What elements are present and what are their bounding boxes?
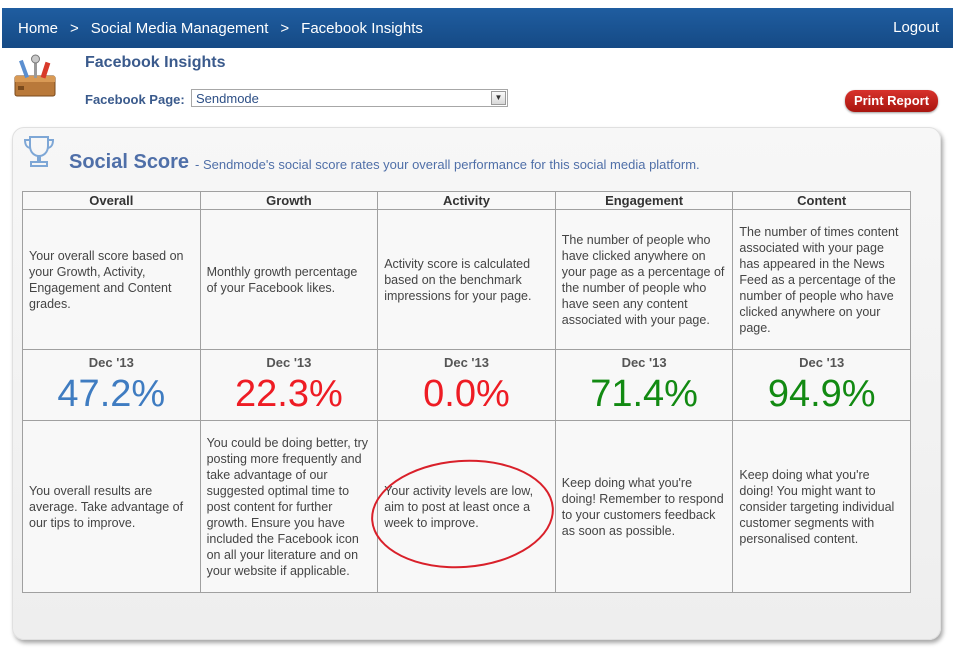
toolbox-icon <box>14 54 56 97</box>
description-activity: Activity score is calculated based on th… <box>377 209 556 350</box>
tip-growth: You could be doing better, try posting m… <box>199 420 379 593</box>
trophy-icon <box>23 136 55 167</box>
facebook-page-select-value: Sendmode <box>196 91 259 106</box>
facebook-page-select[interactable]: Sendmode ▼ <box>191 89 508 107</box>
social-score-table: Overall Growth Activity Engagement Conte… <box>22 191 911 593</box>
column-header-engagement: Engagement <box>554 191 734 210</box>
tip-content: Keep doing what you're doing! You might … <box>732 420 911 593</box>
tip-engagement: Keep doing what you're doing! Remember t… <box>554 420 734 593</box>
column-header-growth: Growth <box>199 191 379 210</box>
tip-overall: You overall results are average. Take ad… <box>22 420 201 593</box>
table-row-scores: Dec '13 47.2% Dec '13 22.3% Dec '13 0.0%… <box>22 349 911 421</box>
score-value-activity: 0.0% <box>423 373 510 415</box>
page-title: Facebook Insights <box>85 54 226 71</box>
score-value-overall: 47.2% <box>57 373 166 415</box>
social-score-title: Social Score <box>69 151 190 173</box>
score-cell-content: Dec '13 94.9% <box>732 349 911 421</box>
chevron-down-icon[interactable]: ▼ <box>491 91 506 105</box>
score-period: Dec '13 <box>621 355 667 370</box>
score-cell-activity: Dec '13 0.0% <box>377 349 556 421</box>
description-content: The number of times content associated w… <box>732 209 911 350</box>
social-score-description: - Sendmode's social score rates your ove… <box>195 157 700 172</box>
description-engagement: The number of people who have clicked an… <box>554 209 734 350</box>
logout-link[interactable]: Logout <box>893 19 939 36</box>
breadcrumb-facebook-insights[interactable]: Facebook Insights <box>301 19 423 37</box>
column-header-overall: Overall <box>22 191 201 210</box>
score-period: Dec '13 <box>799 355 845 370</box>
score-value-engagement: 71.4% <box>590 373 698 415</box>
print-report-button[interactable]: Print Report <box>845 90 938 112</box>
score-period: Dec '13 <box>443 355 489 370</box>
column-header-activity: Activity <box>377 191 556 210</box>
description-growth: Monthly growth percentage of your Facebo… <box>199 209 379 350</box>
score-period: Dec '13 <box>266 355 312 370</box>
score-cell-overall: Dec '13 47.2% <box>22 349 201 421</box>
description-overall: Your overall score based on your Growth,… <box>22 209 201 350</box>
column-header-content: Content <box>732 191 911 210</box>
score-value-growth: 22.3% <box>235 373 343 415</box>
score-value-content: 94.9% <box>767 373 876 415</box>
score-cell-growth: Dec '13 22.3% <box>199 349 379 421</box>
score-cell-engagement: Dec '13 71.4% <box>554 349 734 421</box>
breadcrumb-home[interactable]: Home <box>18 19 59 37</box>
top-nav-bar: Home > Social Media Management > Faceboo… <box>2 8 953 48</box>
facebook-page-label: Facebook Page: <box>85 92 185 107</box>
breadcrumb-separator: > <box>280 19 290 37</box>
tip-activity: Your activity levels are low, aim to pos… <box>377 420 556 593</box>
breadcrumb-social-media-management[interactable]: Social Media Management <box>90 19 269 37</box>
table-row-tips: You overall results are average. Take ad… <box>22 420 911 593</box>
table-header-row: Overall Growth Activity Engagement Conte… <box>22 191 911 210</box>
breadcrumb-separator: > <box>70 19 79 37</box>
table-row-descriptions: Your overall score based on your Growth,… <box>22 209 911 350</box>
score-period: Dec '13 <box>88 355 134 370</box>
